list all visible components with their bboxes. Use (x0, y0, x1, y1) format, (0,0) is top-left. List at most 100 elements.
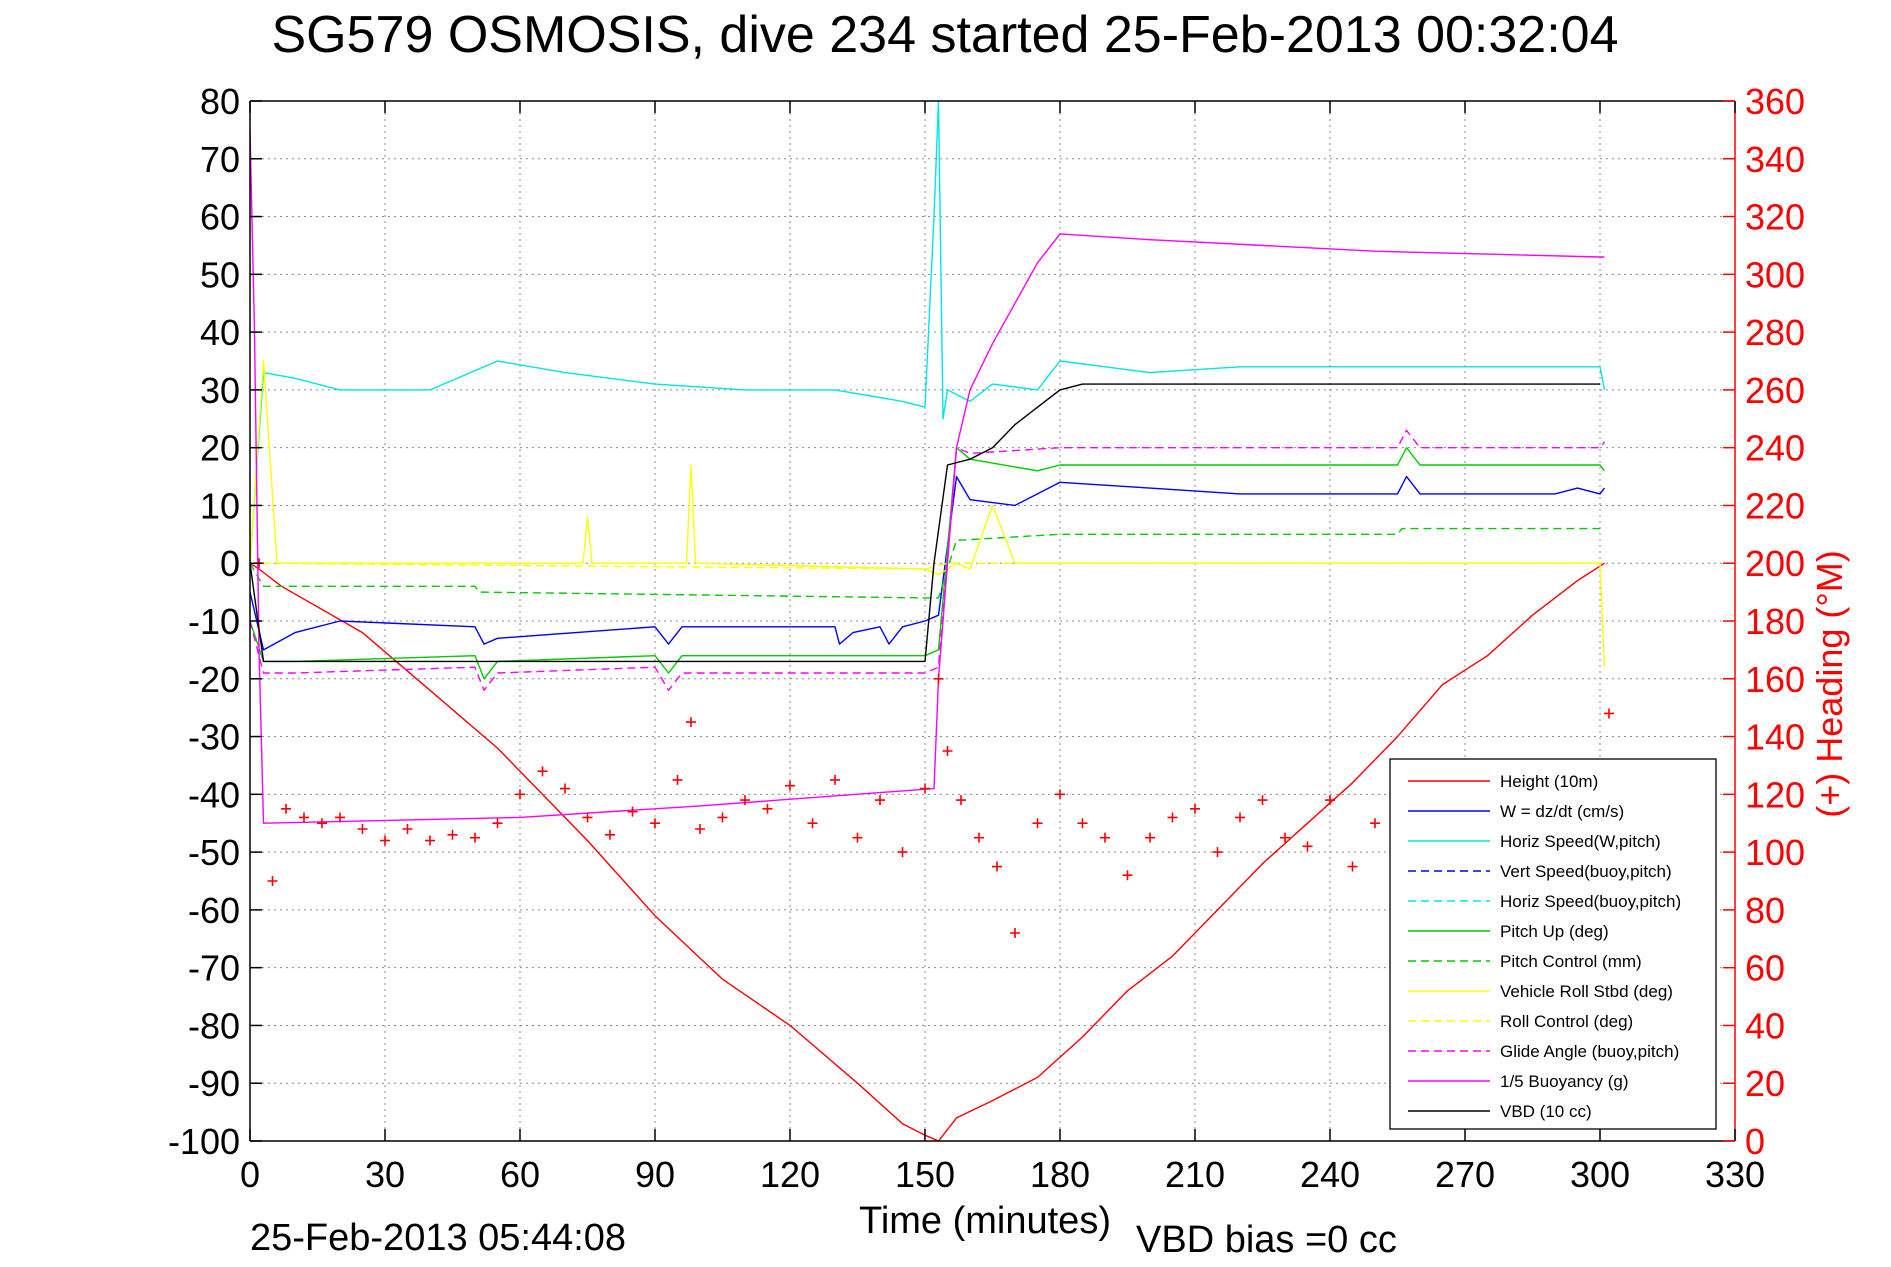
footer-vbd-bias: VBD bias =0 cc (1136, 1219, 1397, 1261)
right-tick-label: 280 (1745, 312, 1805, 353)
right-tick-label: 260 (1745, 370, 1805, 411)
heading-marker (1370, 818, 1380, 829)
legend-label: 1/5 Buoyancy (g) (1500, 1072, 1629, 1091)
legend-label: Vert Speed(buoy,pitch) (1500, 862, 1672, 881)
x-tick-label: 330 (1705, 1154, 1765, 1195)
legend-label: W = dz/dt (cm/s) (1500, 802, 1624, 821)
y-tick-label: -10 (188, 601, 240, 642)
heading-marker (956, 795, 966, 806)
series-line (250, 475, 1606, 651)
heading-marker (470, 832, 480, 843)
heading-marker (1100, 832, 1110, 843)
series-line (250, 129, 1605, 824)
series-line (250, 101, 1606, 564)
heading-marker (1604, 708, 1614, 719)
heading-marker (1122, 870, 1133, 881)
heading-marker (695, 824, 705, 834)
x-axis-label: Time (minutes) (859, 1200, 1111, 1242)
legend: Height (10m) W = dz/dt (cm/s) Horiz Speed(… (1389, 758, 1717, 1130)
heading-marker (357, 824, 368, 834)
y-tick-label: 30 (200, 370, 240, 411)
x-tick-label: 150 (895, 1154, 955, 1195)
legend-box (1389, 758, 1717, 1130)
heading-marker (335, 812, 345, 823)
heading-marker (1055, 789, 1065, 800)
heading-marker (447, 829, 458, 840)
y-tick-label: -50 (188, 832, 240, 873)
legend-label: Horiz Speed(W,pitch) (1500, 832, 1661, 851)
footer-timestamp: 25-Feb-2013 05:44:08 (250, 1217, 626, 1259)
heading-marker (1280, 832, 1290, 843)
right-axis-label: (+) Heading (°M) (1809, 550, 1850, 817)
y-tick-label: 70 (200, 139, 240, 180)
x-tick-label: 0 (240, 1154, 260, 1195)
x-tick-label: 30 (365, 1154, 405, 1195)
heading-marker (317, 818, 327, 829)
legend-label: Roll Control (deg) (1500, 1012, 1633, 1031)
chart-title: SG579 OSMOSIS, dive 234 started 25-Feb-2… (271, 6, 1618, 64)
series-line (250, 383, 1600, 663)
right-tick-label: 340 (1745, 139, 1805, 180)
heading-marker (762, 803, 773, 814)
series-line (250, 562, 1605, 1141)
heading-marker (852, 832, 863, 843)
heading-marker (933, 673, 944, 684)
legend-label: VBD (10 cc) (1500, 1102, 1592, 1121)
heading-marker (942, 746, 953, 756)
heading-marker (1347, 861, 1358, 872)
x-tick-label: 60 (500, 1154, 540, 1195)
heading-marker (875, 795, 885, 806)
series-line (250, 429, 1606, 691)
right-tick-label: 180 (1745, 601, 1805, 642)
y-tick-label: 60 (200, 197, 240, 238)
y-tick-label: 10 (200, 485, 240, 526)
heading-marker (1167, 812, 1178, 823)
heading-marker (267, 876, 278, 886)
y-tick-label: 50 (200, 254, 240, 295)
right-tick-label: 0 (1745, 1121, 1765, 1162)
heading-marker (1145, 832, 1155, 843)
heading-marker (785, 780, 795, 791)
y-tick-label: -90 (188, 1063, 240, 1104)
heading-marker (807, 818, 818, 829)
heading-marker (672, 774, 683, 785)
heading-marker (650, 818, 660, 829)
right-tick-label: 160 (1745, 659, 1805, 700)
y-tick-label: -30 (188, 717, 240, 758)
right-tick-label: 60 (1745, 948, 1785, 989)
heading-marker (380, 835, 390, 846)
heading-marker (299, 812, 309, 823)
heading-marker (1235, 812, 1245, 823)
y-tick-label: -70 (188, 948, 240, 989)
heading-marker (992, 861, 1002, 872)
legend-label: Glide Angle (buoy,pitch) (1500, 1042, 1679, 1061)
plot-area: 0 30 60 90 120 150 180 210 240 270 300 330-100-90-8… (168, 81, 1805, 1195)
heading-marker (560, 783, 570, 794)
y-tick-label: -100 (168, 1121, 240, 1162)
heading-marker (281, 803, 291, 814)
right-tick-label: 360 (1745, 81, 1805, 122)
heading-marker (920, 783, 930, 794)
heading-marker (1325, 795, 1335, 806)
right-tick-label: 100 (1745, 832, 1805, 873)
heading-marker (1190, 803, 1200, 814)
heading-marker (492, 818, 503, 829)
x-tick-label: 180 (1030, 1154, 1090, 1195)
heading-marker (605, 829, 615, 840)
x-tick-label: 90 (635, 1154, 675, 1195)
heading-marker (1077, 818, 1088, 829)
heading-marker (1302, 841, 1313, 852)
right-tick-label: 40 (1745, 1005, 1785, 1046)
right-tick-label: 300 (1745, 254, 1805, 295)
legend-label: Horiz Speed(buoy,pitch) (1500, 892, 1681, 911)
x-tick-label: 240 (1300, 1154, 1360, 1195)
heading-marker (1212, 847, 1223, 858)
heading-marker (1032, 818, 1043, 829)
x-tick-label: 120 (760, 1154, 820, 1195)
right-tick-label: 120 (1745, 774, 1805, 815)
heading-marker (1010, 928, 1020, 938)
heading-marker (686, 717, 696, 728)
right-tick-label: 80 (1745, 890, 1785, 931)
